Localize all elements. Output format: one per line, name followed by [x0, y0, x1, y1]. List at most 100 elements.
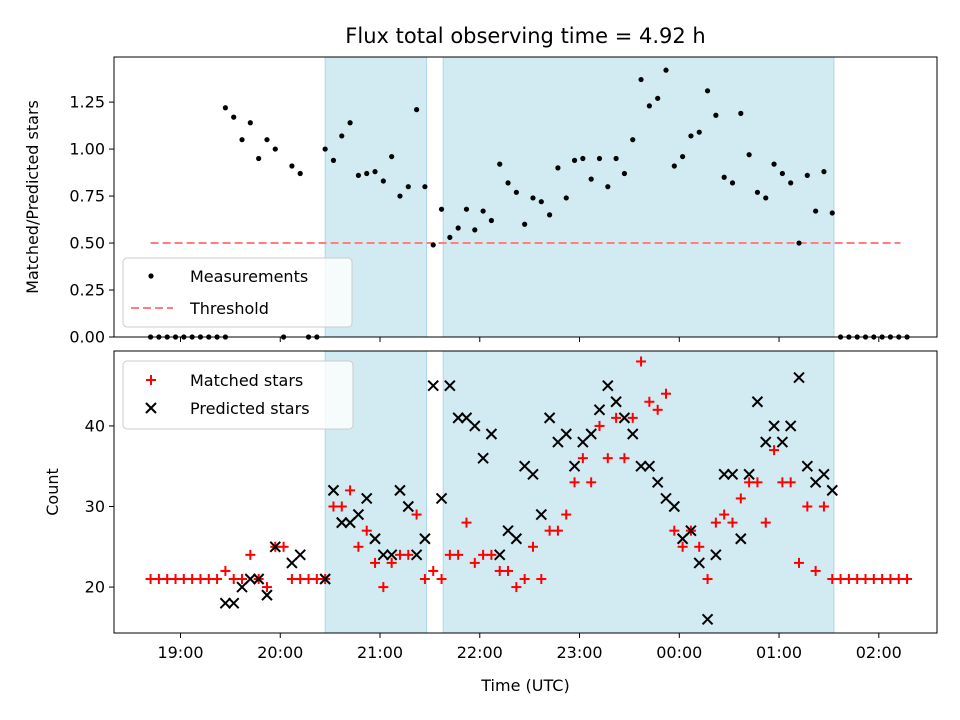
measurement-point	[488, 217, 495, 224]
matched-star-point	[511, 582, 522, 593]
x-tick-label: 20:00	[257, 643, 303, 662]
predicted-star-point	[327, 484, 340, 497]
legend-threshold-label: Threshold	[189, 299, 269, 318]
matched-star-point	[735, 493, 746, 504]
predicted-star-point	[818, 468, 830, 480]
measurement-point	[563, 195, 569, 201]
observing-window-band	[442, 56, 835, 338]
matched-star-point	[561, 509, 572, 520]
matched-star-point	[527, 541, 538, 552]
measurement-point	[704, 88, 711, 94]
predicted-star-point	[627, 428, 639, 440]
bottom-legend: Matched stars Predicted stars	[122, 360, 354, 430]
measurement-point	[655, 95, 661, 101]
predicted-star-point	[643, 460, 656, 472]
top-y-axis-label: Matched/Predicted stars	[23, 100, 42, 294]
predicted-star-point	[427, 379, 439, 392]
x-tick-label: 23:00	[556, 643, 602, 662]
matched-star-point	[519, 574, 530, 585]
matched-star-point	[660, 388, 671, 399]
measurement-point	[413, 107, 420, 113]
matched-star-point	[802, 501, 813, 512]
predicted-star-point	[760, 436, 772, 448]
predicted-star-point	[602, 379, 614, 392]
measurement-point	[322, 146, 328, 152]
measurement-point	[746, 152, 752, 158]
measurement-point	[680, 153, 686, 160]
matched-star-point	[694, 541, 705, 552]
predicted-star-point	[651, 476, 664, 489]
measurement-point	[472, 227, 478, 233]
measurement-point	[339, 133, 345, 139]
predicted-star-point	[543, 412, 556, 424]
legend-predicted-label: Predicted stars	[190, 399, 310, 418]
predicted-star-point	[452, 412, 464, 424]
matched-star-point	[727, 517, 738, 528]
predicted-star-point	[560, 428, 572, 440]
matched-star-point	[586, 477, 597, 488]
matched-star-point	[336, 501, 347, 512]
measurement-point	[497, 161, 503, 167]
measurement-point	[829, 210, 835, 216]
predicted-star-point	[402, 500, 414, 513]
predicted-star-point	[693, 557, 705, 569]
predicted-star-point	[751, 396, 764, 408]
predicted-star-point	[244, 573, 257, 585]
matched-star-point	[436, 574, 447, 585]
matched-star-point	[403, 549, 414, 560]
predicted-star-point	[726, 468, 739, 480]
measurement-point	[788, 180, 794, 186]
legend-predicted-marker	[145, 402, 157, 414]
matched-star-point	[461, 517, 472, 528]
measurement-point	[738, 110, 744, 116]
measurement-point	[231, 114, 237, 120]
matched-star-point	[411, 509, 422, 520]
predicted-star-point	[743, 468, 755, 480]
y-tick-label: 0.00	[69, 328, 105, 347]
matched-star-point	[486, 549, 497, 560]
measurement-point	[630, 137, 636, 143]
matched-star-point	[602, 453, 613, 464]
measurement-point	[538, 199, 544, 205]
predicted-star-point	[527, 468, 539, 480]
measurement-point	[372, 169, 378, 175]
matched-star-point	[810, 565, 821, 576]
measurement-point	[638, 76, 644, 83]
matched-star-point	[419, 574, 430, 585]
matched-star-point	[611, 412, 622, 423]
bottom-count-points	[145, 356, 913, 626]
measurement-point	[588, 176, 594, 182]
measurement-point	[771, 161, 777, 167]
measurement-point	[605, 184, 611, 190]
x-tick-label: 00:00	[656, 643, 702, 662]
matched-star-point	[577, 453, 588, 464]
predicted-star-point	[319, 573, 331, 585]
measurement-point	[763, 195, 769, 201]
matched-star-point	[378, 582, 389, 593]
y-tick-label: 1.00	[69, 140, 105, 159]
measurement-point	[571, 157, 578, 163]
predicted-star-point	[718, 468, 730, 480]
predicted-star-point	[336, 516, 348, 529]
measurement-point	[222, 105, 228, 111]
predicted-star-point	[410, 549, 423, 561]
x-tick-label: 01:00	[756, 643, 802, 662]
matched-star-point	[669, 525, 680, 536]
matched-star-point	[710, 517, 721, 528]
matched-star-point	[652, 404, 663, 415]
matched-star-point	[627, 412, 638, 423]
matched-star-point	[469, 557, 480, 568]
measurement-point	[289, 163, 295, 169]
measurement-point	[663, 67, 669, 73]
predicted-star-point	[377, 549, 390, 561]
measurement-point	[330, 157, 337, 163]
measurement-point	[389, 153, 395, 160]
x-tick-label: 21:00	[357, 643, 403, 662]
matched-star-point	[278, 541, 289, 552]
measurement-point	[397, 193, 403, 199]
measurement-point	[447, 234, 453, 241]
predicted-star-point	[510, 533, 523, 545]
matched-star-point	[453, 549, 464, 560]
matched-star-point	[428, 565, 439, 576]
measurement-point	[455, 225, 461, 231]
